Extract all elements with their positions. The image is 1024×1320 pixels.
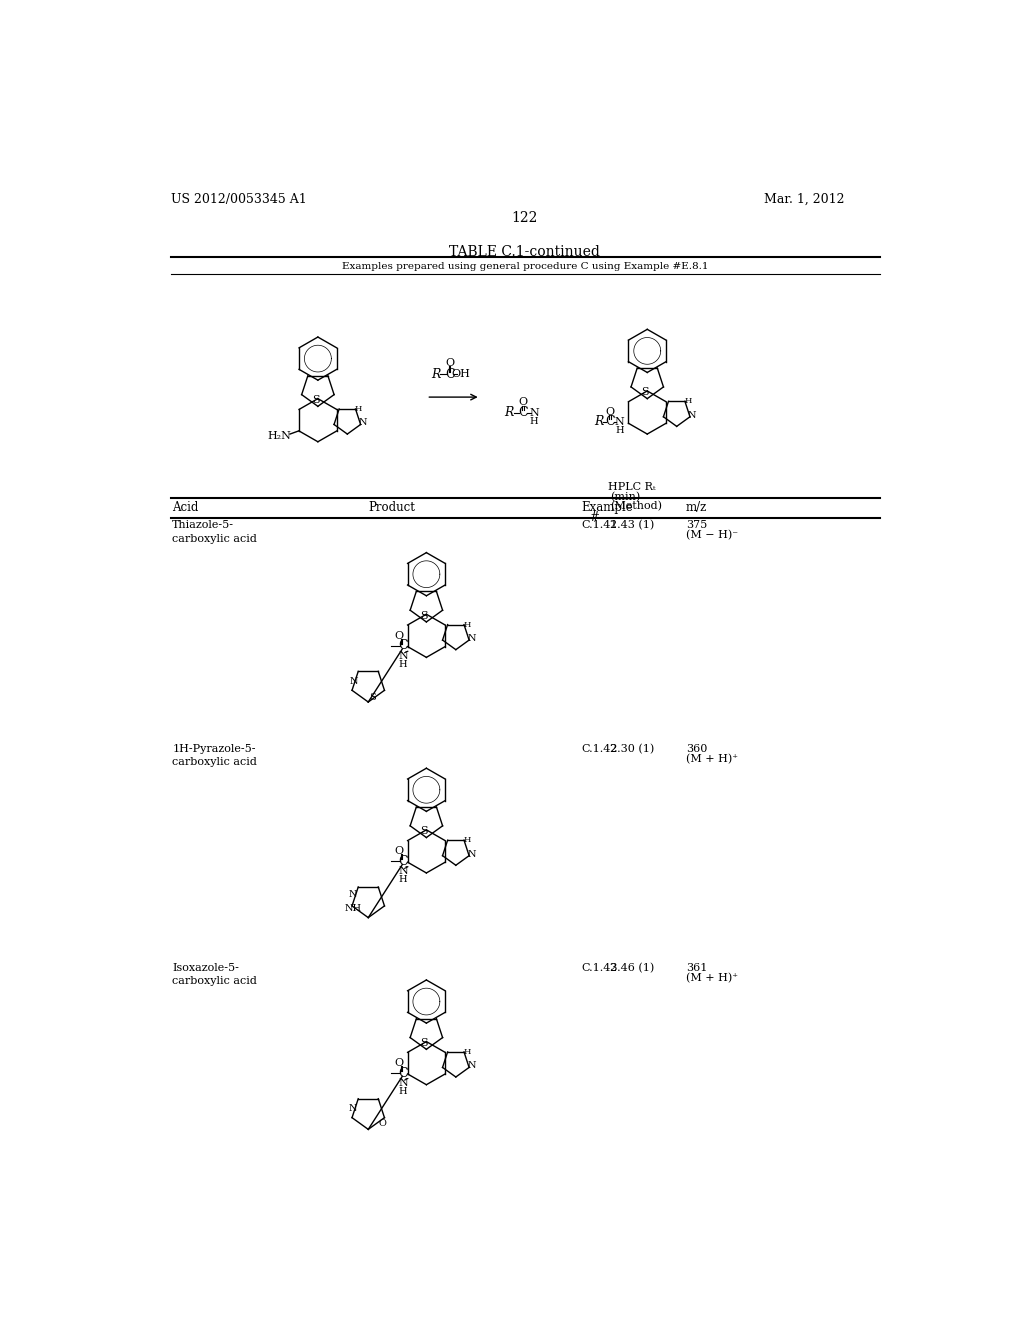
Text: N: N	[614, 417, 625, 426]
Text: H: H	[398, 660, 408, 669]
Text: Acid: Acid	[172, 502, 199, 513]
Text: R: R	[505, 407, 514, 418]
Text: N: N	[529, 408, 539, 417]
Text: S: S	[420, 611, 428, 620]
Text: S: S	[420, 826, 428, 837]
Text: N: N	[350, 677, 358, 685]
Text: H: H	[684, 397, 691, 405]
Text: S: S	[311, 395, 319, 405]
Text: H: H	[398, 1088, 408, 1096]
Text: (M + H)⁺: (M + H)⁺	[686, 754, 738, 764]
Text: C: C	[398, 855, 408, 869]
Text: Thiazole-5-
carboxylic acid: Thiazole-5- carboxylic acid	[172, 520, 257, 544]
Text: N: N	[348, 1104, 357, 1113]
Text: 360: 360	[686, 743, 708, 754]
Text: Isoxazole-5-
carboxylic acid: Isoxazole-5- carboxylic acid	[172, 964, 257, 986]
Text: S: S	[641, 388, 649, 397]
Text: 375: 375	[686, 520, 708, 531]
Text: Mar. 1, 2012: Mar. 1, 2012	[764, 193, 844, 206]
Text: #: #	[589, 511, 599, 524]
Text: O: O	[394, 631, 403, 640]
Text: N: N	[358, 418, 368, 428]
Text: O: O	[605, 407, 614, 417]
Text: H: H	[398, 875, 408, 884]
Text: HPLC Rₜ: HPLC Rₜ	[608, 482, 656, 492]
Text: O: O	[519, 397, 527, 408]
Text: C.1.41: C.1.41	[582, 520, 617, 531]
Text: O: O	[445, 358, 455, 368]
Text: TABLE C.1-continued: TABLE C.1-continued	[450, 244, 600, 259]
Text: Example: Example	[582, 502, 633, 513]
Text: C: C	[518, 407, 528, 418]
Text: C: C	[444, 367, 455, 380]
Text: N: N	[348, 890, 357, 899]
Text: N: N	[467, 634, 476, 643]
Text: C: C	[398, 1067, 408, 1080]
Text: H: H	[529, 417, 539, 426]
Text: 2.43 (1): 2.43 (1)	[610, 520, 654, 531]
Text: H: H	[464, 620, 471, 628]
Text: H₂N: H₂N	[267, 430, 291, 441]
Text: US 2012/0053345 A1: US 2012/0053345 A1	[171, 193, 306, 206]
Text: H: H	[464, 1048, 471, 1056]
Text: O: O	[378, 1119, 386, 1129]
Text: N: N	[398, 651, 408, 661]
Text: R: R	[594, 416, 603, 428]
Text: m/z: m/z	[686, 502, 708, 513]
Text: 1H-Pyrazole-5-
carboxylic acid: 1H-Pyrazole-5- carboxylic acid	[172, 743, 257, 767]
Text: S: S	[369, 693, 376, 702]
Text: NH: NH	[344, 904, 361, 913]
Text: N: N	[688, 411, 696, 420]
Text: H: H	[464, 836, 471, 845]
Text: C: C	[398, 639, 408, 652]
Text: S: S	[420, 1038, 428, 1048]
Text: H: H	[615, 426, 624, 436]
Text: O: O	[394, 846, 403, 857]
Text: (min): (min)	[610, 492, 640, 502]
Text: 361: 361	[686, 964, 708, 973]
Text: N: N	[467, 1061, 476, 1071]
Text: 122: 122	[512, 211, 538, 224]
Text: N: N	[398, 866, 408, 876]
Text: 2.46 (1): 2.46 (1)	[610, 964, 654, 973]
Text: O: O	[394, 1059, 403, 1068]
Text: N: N	[398, 1078, 408, 1088]
Text: 2.30 (1): 2.30 (1)	[610, 743, 654, 754]
Text: (M + H)⁺: (M + H)⁺	[686, 973, 738, 983]
Text: OH: OH	[451, 370, 470, 379]
Text: (Method): (Method)	[610, 502, 663, 511]
Text: Examples prepared using general procedure C using Example #E.8.1: Examples prepared using general procedur…	[342, 261, 708, 271]
Text: C: C	[605, 416, 614, 428]
Text: C.1.43: C.1.43	[582, 964, 617, 973]
Text: C.1.42: C.1.42	[582, 743, 617, 754]
Text: Product: Product	[369, 502, 415, 513]
Text: (M − H)⁻: (M − H)⁻	[686, 531, 738, 541]
Text: R: R	[431, 367, 440, 380]
Text: H: H	[355, 405, 362, 413]
Text: N: N	[467, 850, 476, 858]
